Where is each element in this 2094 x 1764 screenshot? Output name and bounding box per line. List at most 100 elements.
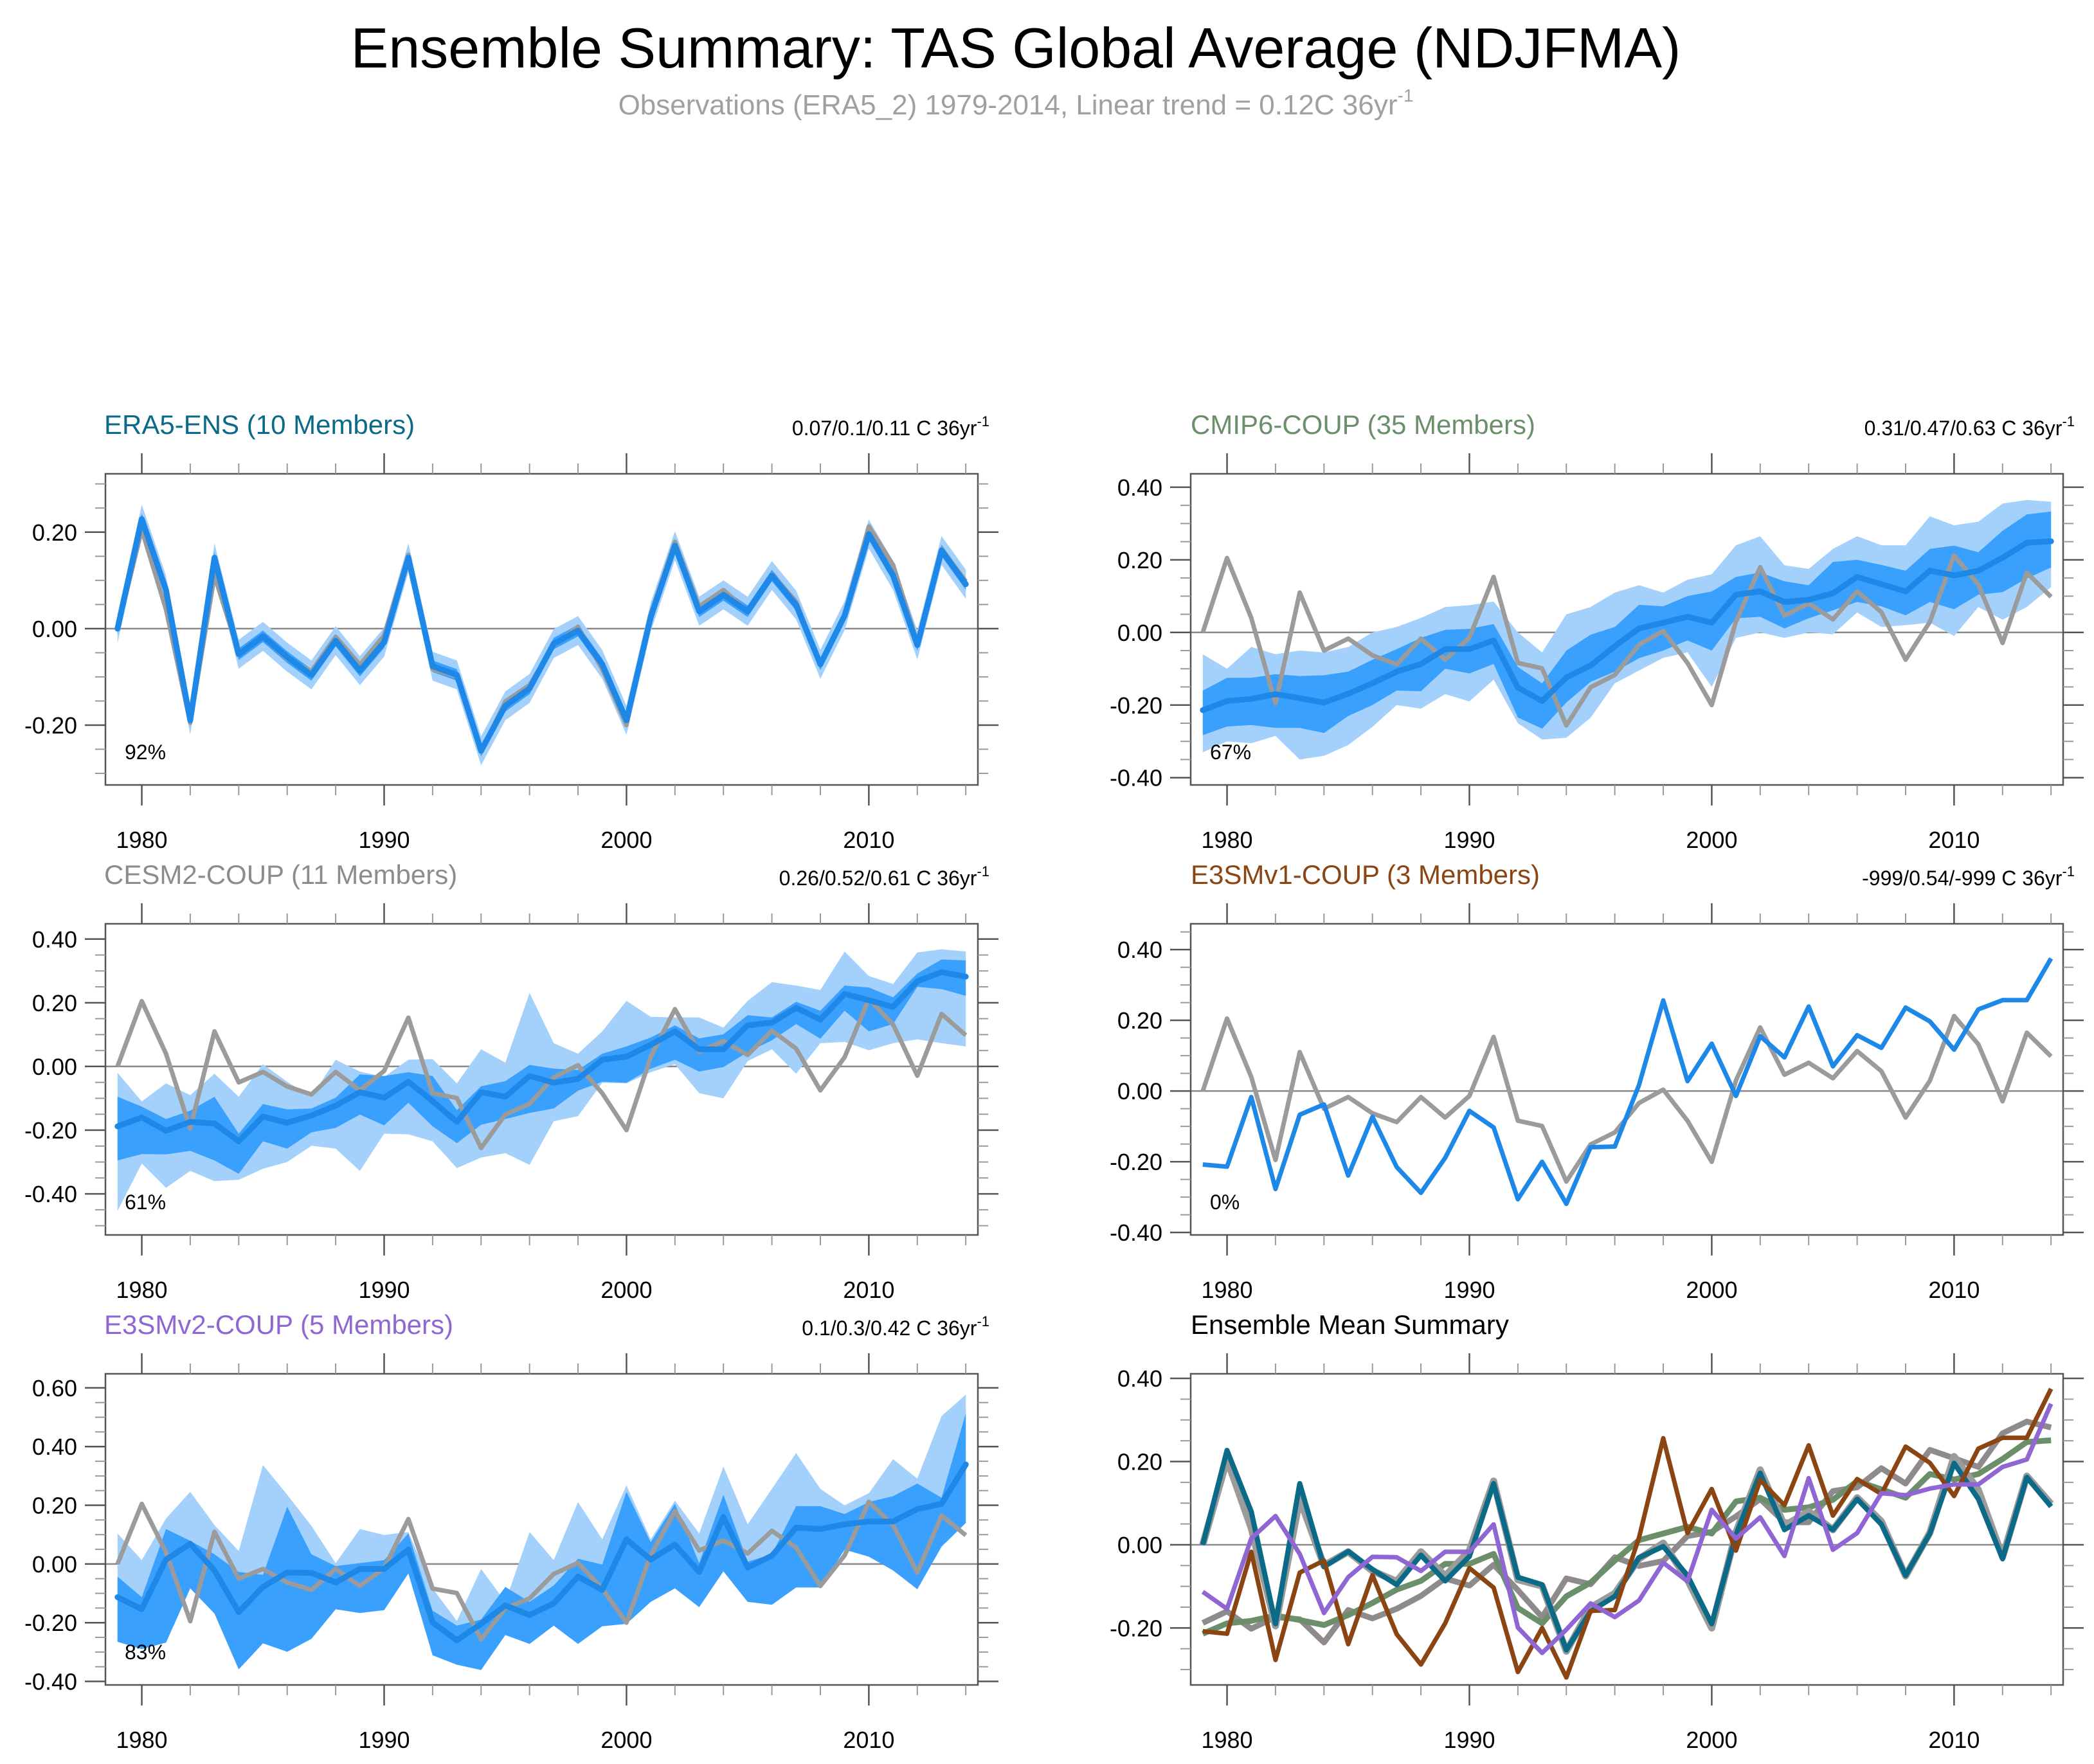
summary-line-e3smv2-coup (1201, 1403, 2053, 1655)
y-tick-label: 0.20 (1117, 1449, 1162, 1475)
data-layer (105, 949, 978, 1211)
x-tick-label: 2010 (843, 1727, 894, 1753)
panel-e3smv1: E3SMv1-COUP (3 Members) -999/0.54/-999 C … (1110, 860, 2084, 1303)
panel-era5: ERA5-ENS (10 Members) 0.07/0.1/0.11 C 36y… (24, 410, 998, 853)
y-tick-label: 0.00 (32, 616, 77, 642)
y-tick-label: 0.40 (1117, 474, 1162, 501)
x-tick-label: 1990 (1443, 1277, 1495, 1303)
y-tick-label: 0.20 (1117, 1007, 1162, 1034)
y-tick-label: -0.20 (1110, 1615, 1162, 1641)
y-tick-label: 0.60 (32, 1375, 77, 1401)
x-tick-label: 2000 (600, 1277, 652, 1303)
percent-label: 83% (125, 1641, 166, 1664)
outer-spread-band (117, 505, 966, 766)
x-tick-label: 2010 (1928, 1277, 1980, 1303)
y-tick-label: 0.00 (1117, 1078, 1162, 1104)
y-tick-label: -0.40 (24, 1181, 77, 1207)
panel-title: CESM2-COUP (11 Members) (104, 860, 457, 890)
y-tick-label: 0.40 (1117, 1365, 1162, 1392)
plot-frame (104, 923, 979, 1236)
x-tick-label: 1980 (1201, 1727, 1252, 1753)
y-tick-label: -0.20 (24, 1117, 77, 1144)
y-tick-label: 0.40 (32, 926, 77, 953)
y-tick-label: 0.20 (1117, 547, 1162, 573)
x-tick-label: 2000 (600, 827, 652, 853)
panel-cesm2: CESM2-COUP (11 Members) 0.26/0.52/0.61 C … (24, 860, 998, 1303)
panel-title: Ensemble Mean Summary (1191, 1310, 1509, 1340)
plot-frame (1189, 1372, 2064, 1686)
x-tick-label: 2010 (1928, 1727, 1980, 1753)
figure-title: Ensemble Summary: TAS Global Average (ND… (351, 16, 1681, 80)
trend-label: -999/0.54/-999 C 36yr-1 (1862, 863, 2075, 890)
y-tick-label: 0.40 (32, 1434, 77, 1460)
x-tick-label: 1990 (358, 827, 410, 853)
plot-frame (1189, 473, 2064, 786)
ensemble-mean-line (1200, 538, 2054, 714)
figure-subtitle-text: Observations (ERA5_2) 1979-2014, Linear … (618, 89, 1398, 121)
data-layer (105, 505, 978, 766)
data-layer (105, 1394, 978, 1670)
figure-subtitle-superscript: -1 (1398, 86, 1414, 105)
percent-label: 67% (1210, 741, 1251, 764)
observations-line (1200, 1014, 2053, 1184)
y-tick-label: -0.40 (1110, 1220, 1162, 1246)
ensemble-mean-line (114, 969, 969, 1144)
y-tick-label: 0.00 (1117, 620, 1162, 646)
observations-line (115, 1499, 968, 1642)
x-tick-label: 1990 (1443, 827, 1495, 853)
data-layer (1191, 500, 2063, 760)
panel-title: E3SMv1-COUP (3 Members) (1191, 860, 1540, 890)
x-tick-label: 1990 (1443, 1727, 1495, 1753)
panel-title: CMIP6-COUP (35 Members) (1191, 410, 1535, 440)
x-tick-label: 2000 (1686, 1277, 1737, 1303)
y-tick-label: 0.40 (1117, 937, 1162, 963)
x-tick-label: 2000 (1686, 1727, 1737, 1753)
trend-label: 0.07/0.1/0.11 C 36yr-1 (792, 413, 989, 440)
trend-text: 0.26/0.52/0.61 C 36yr (779, 867, 977, 890)
ensemble-mean-line (114, 516, 969, 754)
x-tick-label: 2000 (600, 1727, 652, 1753)
panel-cmip6: CMIP6-COUP (35 Members) 0.31/0.47/0.63 C … (1110, 410, 2084, 853)
x-tick-label: 1980 (116, 1727, 167, 1753)
percent-label: 0% (1210, 1191, 1240, 1214)
inner-spread-band (117, 1413, 966, 1670)
x-tick-label: 1990 (358, 1727, 410, 1753)
x-tick-label: 2010 (843, 1277, 894, 1303)
trend-text: 0.31/0.47/0.63 C 36yr (1864, 417, 2062, 440)
y-tick-label: -0.40 (1110, 765, 1162, 791)
trend-text: 0.1/0.3/0.42 C 36yr (802, 1317, 977, 1340)
panel-e3smv2: E3SMv2-COUP (5 Members) 0.1/0.3/0.42 C 36… (24, 1310, 998, 1753)
x-tick-label: 1980 (116, 1277, 167, 1303)
percent-label: 61% (125, 1191, 166, 1214)
trend-text: 0.07/0.1/0.11 C 36yr (792, 417, 977, 440)
trend-superscript: -1 (977, 413, 989, 429)
ensemble-mean-line (114, 1461, 969, 1644)
percent-label: 92% (125, 741, 166, 764)
observations-line (115, 996, 968, 1151)
inner-spread-band (1202, 511, 2052, 735)
trend-label: 0.31/0.47/0.63 C 36yr-1 (1864, 413, 2075, 440)
figure-subtitle: Observations (ERA5_2) 1979-2014, Linear … (618, 86, 1414, 121)
panel-title: ERA5-ENS (10 Members) (104, 410, 415, 440)
y-tick-label: 0.00 (32, 1054, 77, 1080)
plot-frame (104, 1372, 979, 1686)
x-tick-label: 1990 (358, 1277, 410, 1303)
inner-spread-band (117, 959, 966, 1174)
x-tick-label: 2010 (843, 827, 894, 853)
data-layer (1191, 1387, 2063, 1680)
y-tick-label: -0.20 (1110, 1149, 1162, 1175)
trend-label: 0.1/0.3/0.42 C 36yr-1 (802, 1313, 989, 1340)
x-tick-label: 1980 (116, 827, 167, 853)
y-tick-label: 0.20 (32, 519, 77, 546)
trend-superscript: -1 (2062, 863, 2075, 879)
trend-label: 0.26/0.52/0.61 C 36yr-1 (779, 863, 989, 890)
y-tick-label: -0.20 (1110, 692, 1162, 719)
x-tick-label: 2010 (1928, 827, 1980, 853)
ensemble-mean-line (1202, 957, 2053, 1207)
y-tick-label: 0.20 (32, 1493, 77, 1519)
panel-summary: Ensemble Mean Summary 0.40 0.20 0.00 -0.20 19… (1110, 1310, 2084, 1753)
trend-superscript: -1 (2062, 413, 2075, 429)
trend-text: -999/0.54/-999 C 36yr (1862, 867, 2062, 890)
trend-superscript: -1 (977, 863, 989, 879)
